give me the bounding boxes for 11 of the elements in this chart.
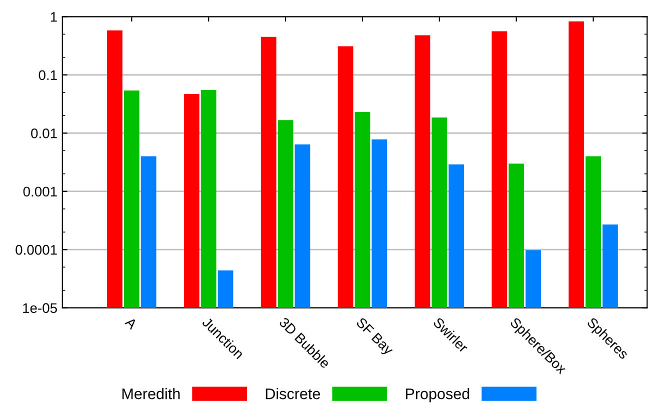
y-tick-label: 0.0001 <box>16 244 57 255</box>
legend-label: Proposed <box>406 388 470 402</box>
y-tick-label: 0.1 <box>38 70 57 80</box>
legend-label: Discrete <box>266 388 320 400</box>
y-tick-label: 1 <box>50 12 57 22</box>
y-tick-label: 0.01 <box>31 128 57 138</box>
y-tick-label: 1e-05 <box>23 303 57 314</box>
y-tick-label: 0.001 <box>23 186 57 197</box>
legend-label: Meredith <box>122 388 180 400</box>
x-tick-label: SF Bay <box>354 316 394 358</box>
x-tick-label: A <box>124 316 138 330</box>
